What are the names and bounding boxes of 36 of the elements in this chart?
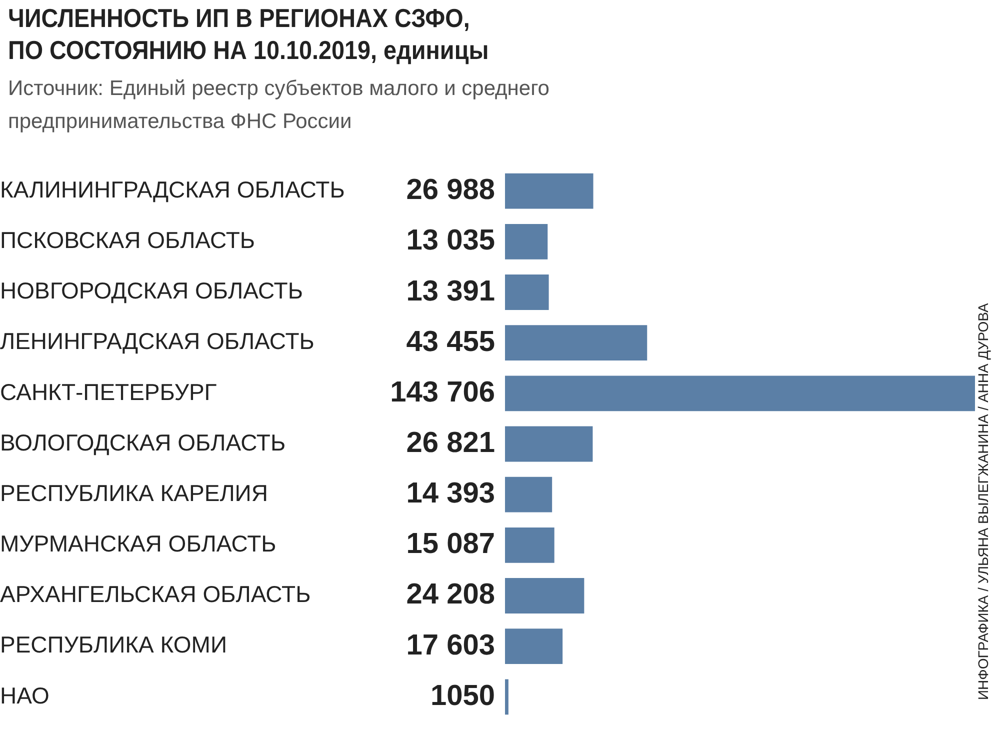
data-label: 1050 xyxy=(430,680,495,712)
text: ЧИСЛЕННОСТЬ ИП В РЕГИОНАХ СЗФО, ПО СОСТОЯНИЮ НА 10.10.2019, единицы xyxy=(8,2,489,66)
text: Источник: Единый реестр субъектов малого и среднего предпринимательства ФНС России xyxy=(8,76,550,135)
y-tick-label: АРХАНГЕЛЬСКАЯ ОБЛАСТЬ xyxy=(0,581,311,608)
y-tick-label: КАЛИНИНГРАДСКАЯ ОБЛАСТЬ xyxy=(0,176,345,202)
y-tick-label: МУРМАНСКАЯ ОБЛАСТЬ xyxy=(0,530,276,557)
y-tick-label: НОВГОРОДСКАЯ ОБЛАСТЬ xyxy=(0,278,303,304)
data-label: 43 455 xyxy=(406,326,495,358)
data-label: 26 821 xyxy=(406,427,495,459)
data-label: 24 208 xyxy=(406,578,495,611)
data-label: 26 988 xyxy=(406,174,495,206)
y-tick-label: НАО xyxy=(0,682,50,708)
bar xyxy=(505,173,594,209)
data-label: 14 393 xyxy=(406,478,495,510)
data-label: 17 603 xyxy=(406,629,495,662)
bar xyxy=(505,476,552,512)
text: ИНФОГРАФИКА / УЛЬЯНА ВЫЛЕГЖАНИНА / АННА ДУРОВА xyxy=(975,303,991,700)
bar xyxy=(505,376,975,412)
bar xyxy=(505,224,548,260)
data-label: 15 087 xyxy=(406,528,495,560)
y-tick-label: ЛЕНИНГРАДСКАЯ ОБЛАСТЬ xyxy=(0,328,314,354)
bar xyxy=(505,274,549,310)
y-tick-label: РЕСПУБЛИКА КАРЕЛИЯ xyxy=(0,480,268,506)
bar xyxy=(505,578,584,614)
y-tick-label: ПСКОВСКАЯ ОБЛАСТЬ xyxy=(0,227,255,254)
data-label: 13 035 xyxy=(406,224,495,257)
bar xyxy=(505,325,648,361)
bar xyxy=(505,527,554,563)
y-tick-label: САНКТ-ПЕТЕРБУРГ xyxy=(0,378,218,405)
data-label: 13 391 xyxy=(406,275,495,308)
y-tick-label: РЕСПУБЛИКА КОМИ xyxy=(0,632,228,658)
y-tick-label: ВОЛОГОДСКАЯ ОБЛАСТЬ xyxy=(0,429,286,456)
bar xyxy=(505,628,563,664)
bar xyxy=(505,426,593,462)
bar xyxy=(505,679,508,715)
data-label: 143 706 xyxy=(390,376,495,408)
